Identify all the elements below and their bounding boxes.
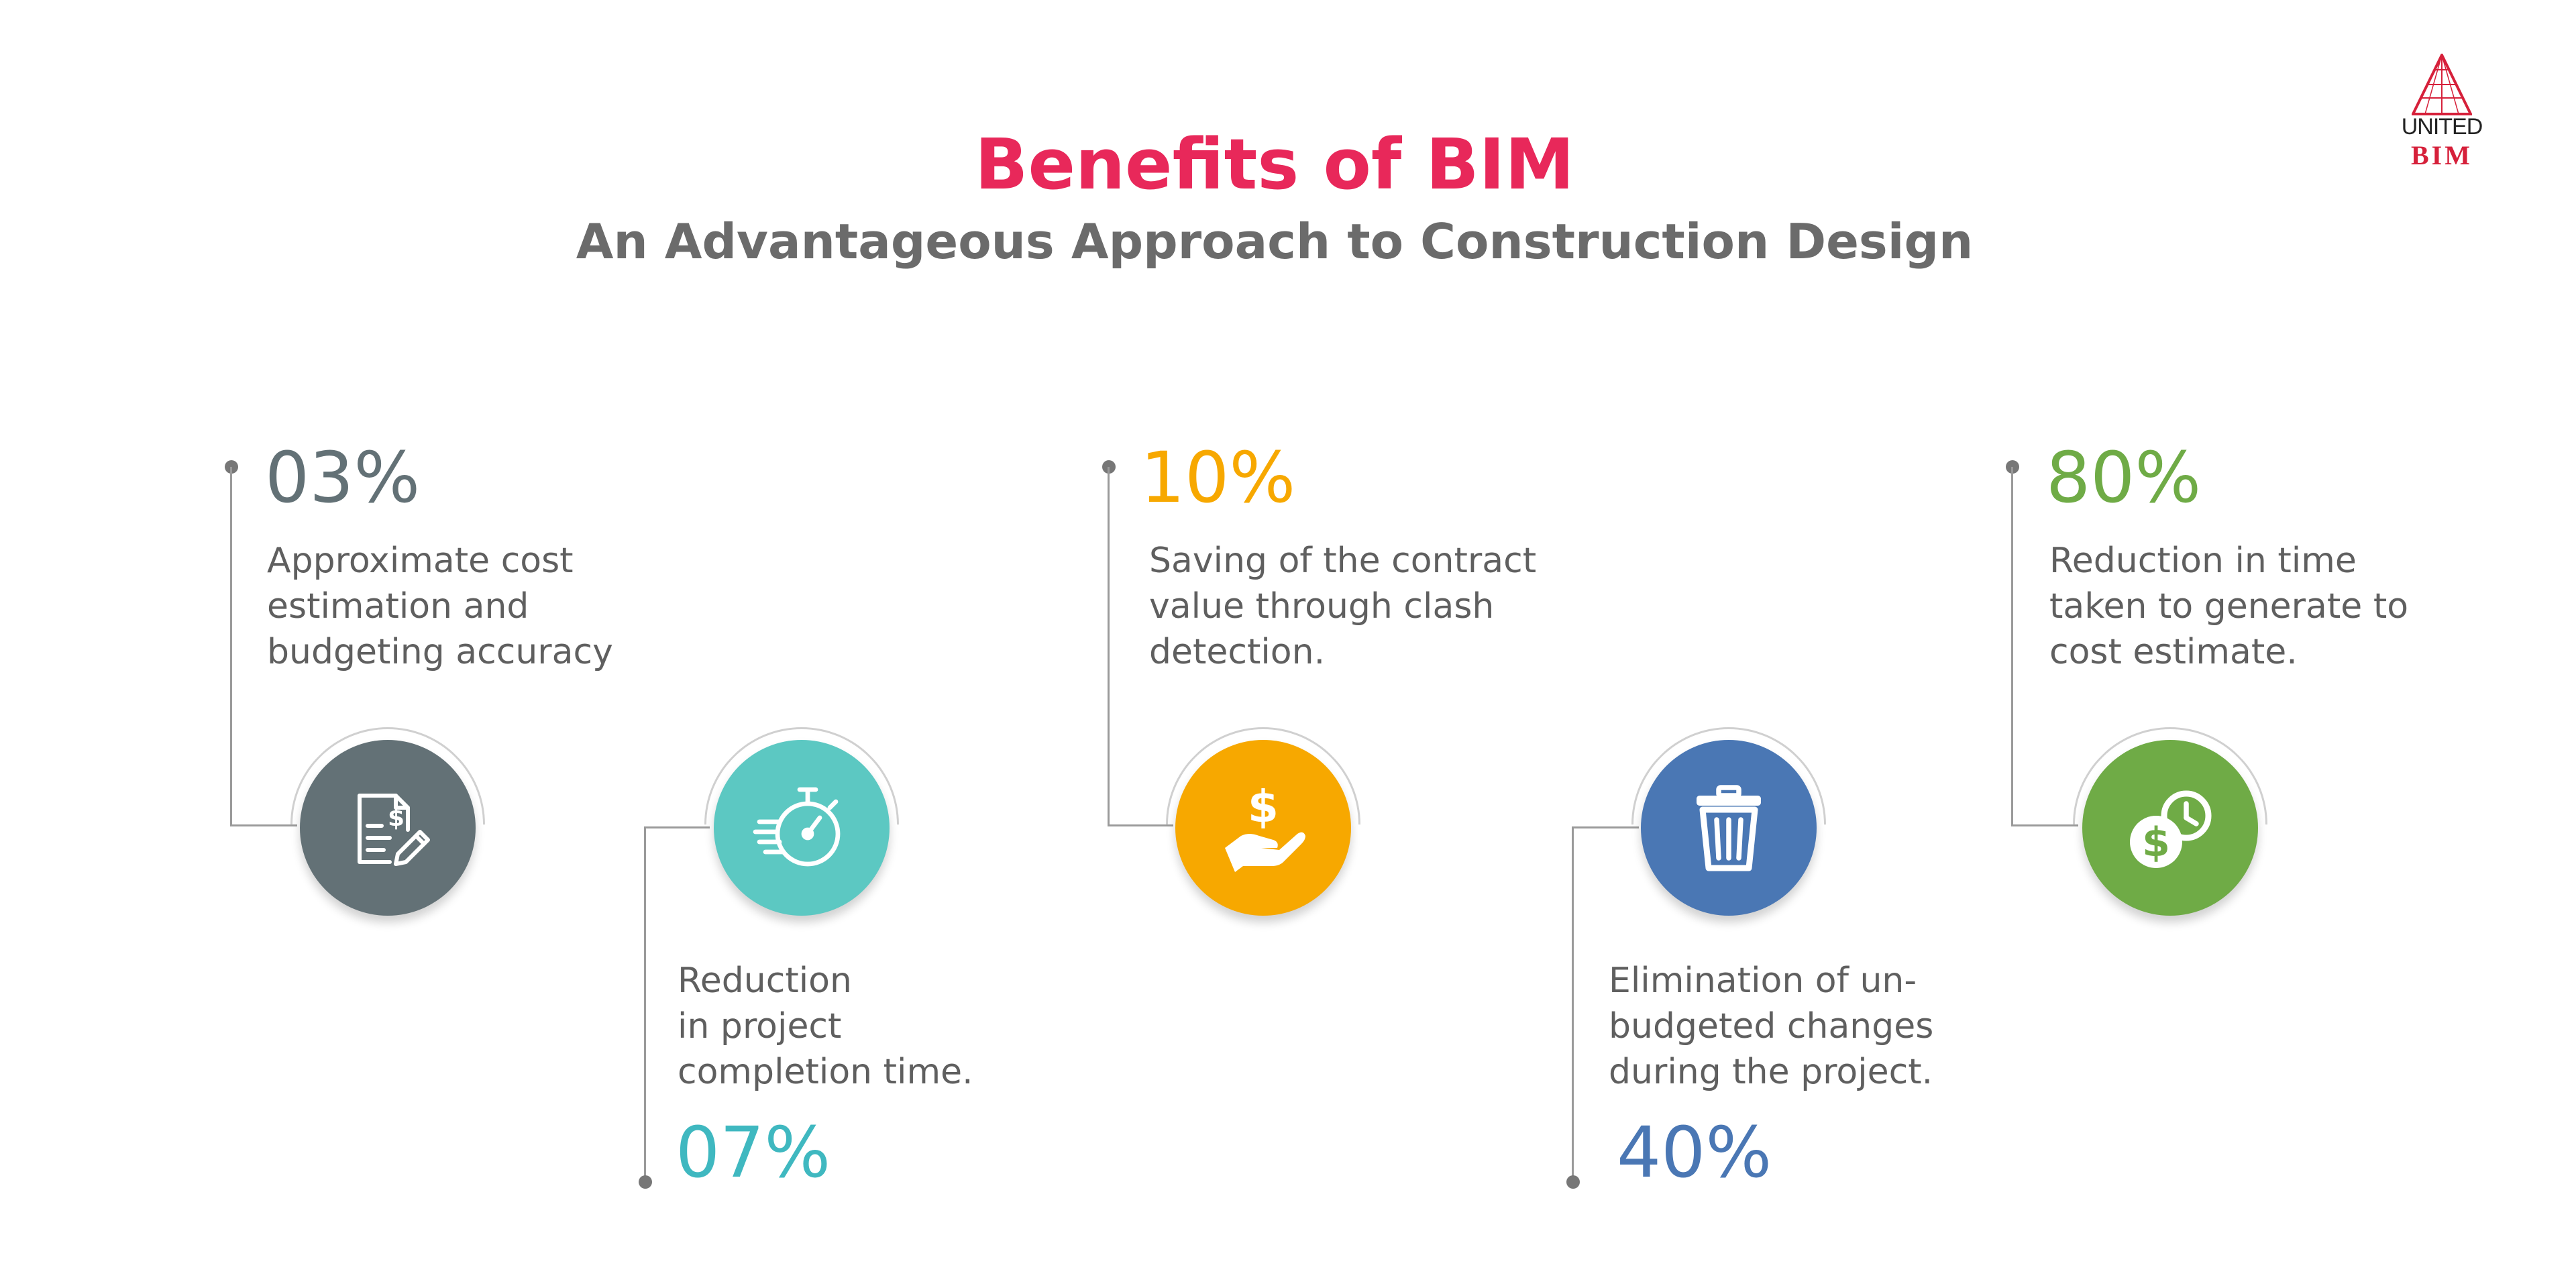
benefit-description: Reduction in project completion time. bbox=[678, 961, 973, 1092]
connector-line bbox=[1572, 826, 1574, 1182]
connector-dot bbox=[1566, 1175, 1580, 1189]
invoice-edit-icon: $ bbox=[358, 794, 430, 866]
benefit-description: Saving of the contract value through cla… bbox=[1149, 541, 1537, 672]
benefit-stat: 03% bbox=[265, 437, 421, 519]
benefit-icon-circle bbox=[714, 740, 890, 916]
svg-text:$: $ bbox=[2142, 819, 2170, 866]
svg-text:$: $ bbox=[388, 804, 405, 832]
stopwatch-icon bbox=[753, 787, 841, 867]
united-bim-logo: UNITED BIM bbox=[2375, 54, 2509, 174]
benefit-stat: 80% bbox=[2046, 437, 2202, 519]
connector-line bbox=[230, 824, 297, 826]
connector-dot bbox=[639, 1175, 652, 1189]
benefit-stat: 40% bbox=[1617, 1112, 1772, 1193]
benefit-icon-circle: $ bbox=[300, 740, 476, 916]
dollar-clock-icon: $ bbox=[2130, 790, 2212, 868]
connector-line bbox=[2011, 467, 2013, 826]
connector-line bbox=[644, 826, 646, 1182]
benefit-description: Approximate cost estimation and budgetin… bbox=[267, 541, 613, 672]
benefit-icon-circle: $ bbox=[2082, 740, 2258, 916]
benefit-icon-circle bbox=[1641, 740, 1817, 916]
logo-pyramid-icon bbox=[2412, 54, 2472, 115]
connector-line bbox=[2011, 824, 2078, 826]
trash-icon bbox=[1697, 785, 1761, 871]
page-subtitle: An Advantageous Approach to Construction… bbox=[576, 213, 1974, 270]
logo-text-bim: BIM bbox=[2411, 140, 2473, 170]
benefit-stat: 07% bbox=[676, 1112, 831, 1193]
connector-line bbox=[1108, 467, 1110, 826]
benefit-stat: 10% bbox=[1140, 437, 1296, 519]
benefit-description: Elimination of un- budgeted changes duri… bbox=[1609, 961, 1934, 1092]
svg-text:$: $ bbox=[1248, 781, 1279, 833]
connector-line bbox=[230, 467, 232, 826]
benefit-description: Reduction in time taken to generate to c… bbox=[2049, 541, 2409, 672]
page-title: Benefits of BIM bbox=[975, 123, 1574, 205]
connector-line bbox=[1572, 826, 1639, 828]
connector-line bbox=[1108, 824, 1173, 826]
connector-line bbox=[644, 826, 710, 828]
hand-dollar-icon: $ bbox=[1225, 781, 1305, 872]
logo-text-united: UNITED bbox=[2401, 114, 2483, 140]
benefit-icon-circle: $ bbox=[1175, 740, 1351, 916]
